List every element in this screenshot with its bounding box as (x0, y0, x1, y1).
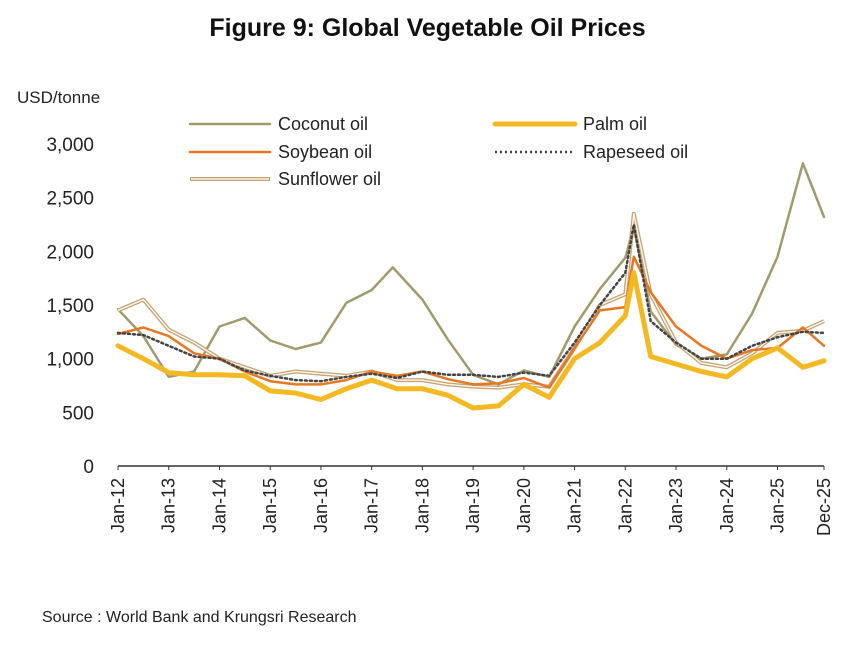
y-axis-unit-label: USD/tonne (17, 88, 101, 107)
legend-label-soybean-oil: Soybean oil (278, 142, 372, 162)
series-line-rapeseed-oil (116, 223, 826, 383)
legend-label-palm-oil: Palm oil (583, 114, 647, 134)
x-tick-label: Jan-21 (565, 478, 585, 533)
source-note: Source : World Bank and Krungsri Researc… (42, 609, 357, 626)
x-tick-label: Dec-25 (814, 478, 834, 536)
y-tick-label: 2,000 (46, 242, 94, 263)
series-line-coconut-oil (116, 162, 826, 386)
x-tick-label: Jan-12 (108, 478, 128, 533)
x-tick-label: Jan-24 (717, 478, 737, 533)
legend-label-coconut-oil: Coconut oil (278, 114, 368, 134)
legend-label-rapeseed-oil: Rapeseed oil (583, 142, 688, 162)
y-tick-label: 500 (62, 403, 94, 424)
chart-title: Figure 9: Global Vegetable Oil Prices (209, 14, 646, 42)
y-tick-label: 0 (83, 457, 94, 478)
x-tick-label: Jan-15 (260, 478, 280, 533)
x-tick-label: Jan-18 (412, 478, 432, 533)
y-tick-label: 3,000 (46, 135, 94, 156)
x-tick-label: Jan-23 (666, 478, 686, 533)
series-line-palm-oil (115, 270, 827, 411)
x-tick-label: Jan-22 (615, 478, 635, 533)
series-line-sunflower-oil-inner (117, 213, 825, 389)
axis-layer: 0 500 1,000 1,500 2,000 2,500 3,000 Jan-12 Jan-1… (46, 135, 834, 536)
x-tick-label: Jan-17 (362, 478, 382, 533)
x-tick-label: Jan-16 (311, 478, 331, 533)
x-tick-label: Jan-14 (210, 478, 230, 533)
series-layer (115, 162, 827, 411)
x-tick-label: Jan-13 (159, 478, 179, 533)
series-line-soybean-oil (116, 255, 826, 389)
y-tick-label: 2,500 (46, 189, 94, 210)
legend-label-sunflower-oil: Sunflower oil (278, 169, 381, 189)
y-tick-label: 1,000 (46, 350, 94, 371)
x-tick-label: Jan-20 (514, 478, 534, 533)
x-tick-label: Jan-25 (768, 478, 788, 533)
legend: Coconut oil Palm oil Soybean oil Rapeseed o… (188, 114, 688, 189)
y-tick-label: 1,500 (46, 296, 94, 317)
x-tick-label: Jan-19 (463, 478, 483, 533)
